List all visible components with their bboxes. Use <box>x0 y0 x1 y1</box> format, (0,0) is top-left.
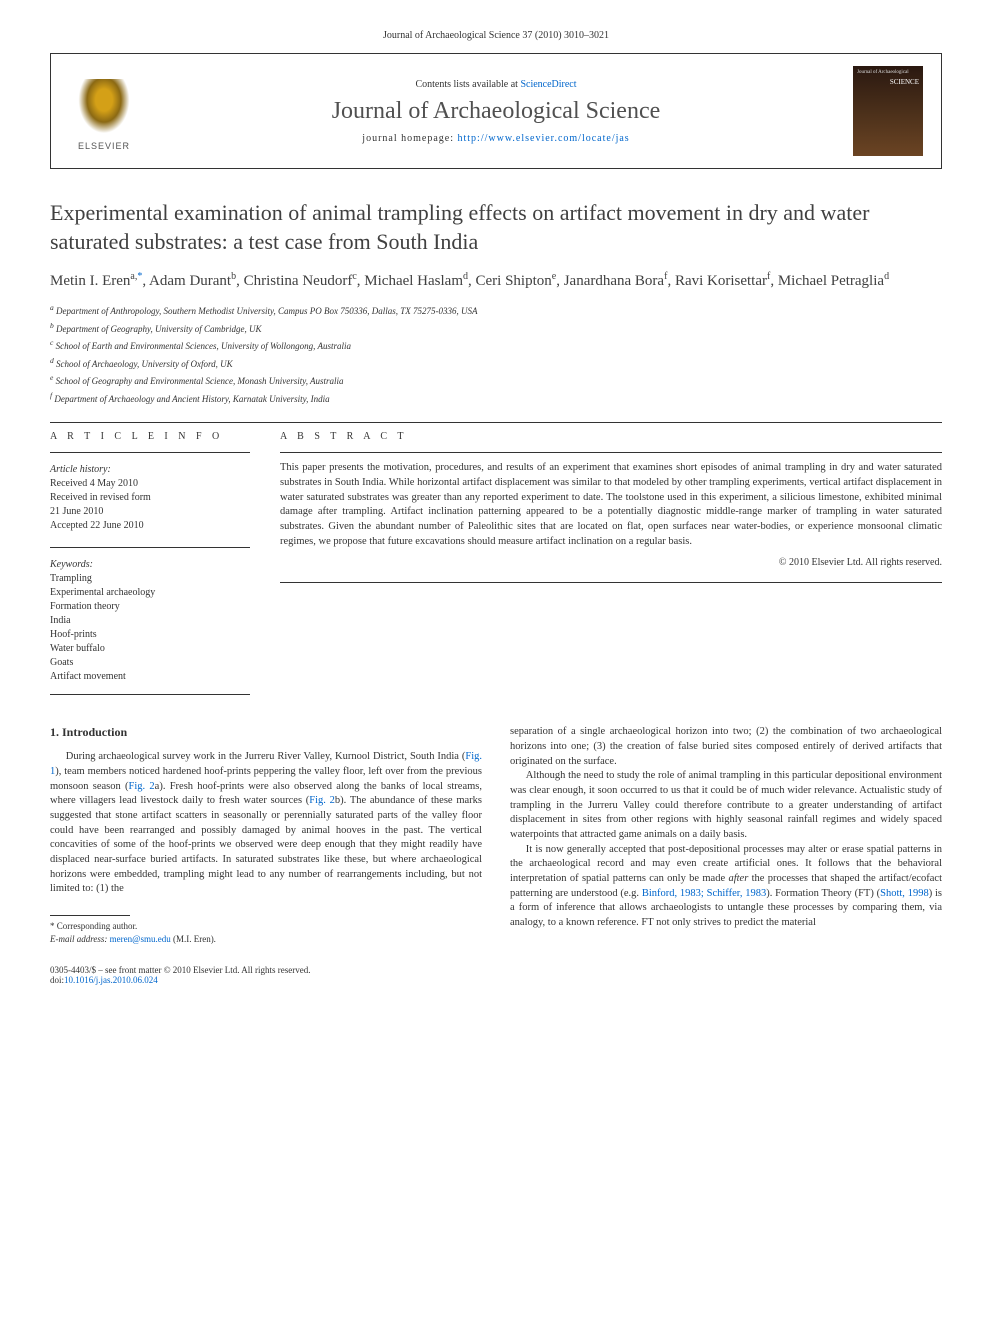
affiliations: a Department of Anthropology, Southern M… <box>50 302 942 406</box>
divider <box>50 422 942 423</box>
homepage-link[interactable]: http://www.elsevier.com/locate/jas <box>458 133 630 144</box>
affiliation: e School of Geography and Environmental … <box>50 372 942 389</box>
journal-name: Journal of Archaeological Science <box>159 98 833 125</box>
homepage-line: journal homepage: http://www.elsevier.co… <box>159 133 833 144</box>
elsevier-tree-icon <box>74 79 134 139</box>
body-paragraph: separation of a single archaeological ho… <box>510 725 942 931</box>
divider <box>50 694 250 695</box>
history-line: 21 June 2010 <box>50 505 250 519</box>
author: Michael Haslamd <box>364 273 468 289</box>
info-abstract-row: A R T I C L E I N F O Article history: R… <box>50 431 942 684</box>
affiliation: c School of Earth and Environmental Scie… <box>50 337 942 354</box>
elsevier-logo: ELSEVIER <box>69 71 139 151</box>
author: Ceri Shiptone <box>476 273 557 289</box>
keywords-label: Keywords: <box>50 558 250 572</box>
author: Metin I. Erena,* <box>50 273 142 289</box>
divider <box>280 452 942 453</box>
divider <box>50 547 250 548</box>
affiliation: f Department of Archaeology and Ancient … <box>50 390 942 407</box>
email-note: E-mail address: meren@smu.edu (M.I. Eren… <box>50 933 482 946</box>
corresponding-author-link[interactable]: * <box>137 271 142 282</box>
citation-link[interactable]: Shott, 1998 <box>880 888 929 899</box>
abstract-label: A B S T R A C T <box>280 431 942 442</box>
section-heading: 1. Introduction <box>50 725 482 740</box>
abstract-column: A B S T R A C T This paper presents the … <box>280 431 942 684</box>
article-info-label: A R T I C L E I N F O <box>50 431 250 442</box>
body-column-right: separation of a single archaeological ho… <box>510 725 942 945</box>
article-title: Experimental examination of animal tramp… <box>50 199 942 256</box>
divider <box>50 452 250 453</box>
article-info-column: A R T I C L E I N F O Article history: R… <box>50 431 250 684</box>
figure-ref-link[interactable]: Fig. 2 <box>129 781 155 792</box>
divider <box>280 582 942 583</box>
cover-big-text: SCIENCE <box>857 78 919 86</box>
keyword: India <box>50 614 250 628</box>
journal-reference: Journal of Archaeological Science 37 (20… <box>50 30 942 41</box>
corresponding-author-note: * Corresponding author. <box>50 920 482 933</box>
footnote-separator <box>50 915 130 916</box>
contents-prefix: Contents lists available at <box>415 79 520 90</box>
body-column-left: 1. Introduction During archaeological su… <box>50 725 482 945</box>
cover-small-text: Journal of Archaeological <box>857 70 919 76</box>
figure-ref-link[interactable]: Fig. 2 <box>309 795 335 806</box>
author: Janardhana Boraf <box>564 273 668 289</box>
sciencedirect-link[interactable]: ScienceDirect <box>520 79 576 90</box>
body-columns: 1. Introduction During archaeological su… <box>50 725 942 945</box>
history-line: Received 4 May 2010 <box>50 477 250 491</box>
footer-doi: doi:10.1016/j.jas.2010.06.024 <box>50 975 942 985</box>
homepage-prefix: journal homepage: <box>362 133 457 144</box>
keyword: Experimental archaeology <box>50 586 250 600</box>
affiliation: a Department of Anthropology, Southern M… <box>50 302 942 319</box>
citation-link[interactable]: Binford, 1983; Schiffer, 1983 <box>642 888 766 899</box>
keyword: Trampling <box>50 572 250 586</box>
abstract-text: This paper presents the motivation, proc… <box>280 461 942 549</box>
journal-cover-thumbnail: Journal of Archaeological SCIENCE <box>853 66 923 156</box>
author-email-link[interactable]: meren@smu.edu <box>110 934 171 944</box>
author: Ravi Korisettarf <box>675 273 770 289</box>
body-paragraph: During archaeological survey work in the… <box>50 750 482 897</box>
history-line: Accepted 22 June 2010 <box>50 519 250 533</box>
author: Adam Durantb <box>149 273 236 289</box>
contents-line: Contents lists available at ScienceDirec… <box>159 79 833 90</box>
keyword: Artifact movement <box>50 670 250 684</box>
affiliation: d School of Archaeology, University of O… <box>50 355 942 372</box>
footnotes: * Corresponding author. E-mail address: … <box>50 920 482 945</box>
keywords: Keywords: Trampling Experimental archaeo… <box>50 558 250 684</box>
keyword: Hoof-prints <box>50 628 250 642</box>
footer-copyright: 0305-4403/$ – see front matter © 2010 El… <box>50 965 942 975</box>
history-line: Received in revised form <box>50 491 250 505</box>
journal-header: ELSEVIER Contents lists available at Sci… <box>50 53 942 169</box>
article-history: Article history: Received 4 May 2010 Rec… <box>50 463 250 533</box>
author: Michael Petragliad <box>778 273 889 289</box>
keyword: Water buffalo <box>50 642 250 656</box>
author: Christina Neudorfc <box>244 273 357 289</box>
abstract-copyright: © 2010 Elsevier Ltd. All rights reserved… <box>280 557 942 568</box>
keyword: Formation theory <box>50 600 250 614</box>
footer: 0305-4403/$ – see front matter © 2010 El… <box>50 965 942 985</box>
header-center: Contents lists available at ScienceDirec… <box>159 79 833 144</box>
authors-list: Metin I. Erena,*, Adam Durantb, Christin… <box>50 270 942 292</box>
elsevier-logo-text: ELSEVIER <box>78 141 130 151</box>
history-label: Article history: <box>50 463 250 477</box>
affiliation: b Department of Geography, University of… <box>50 320 942 337</box>
doi-link[interactable]: 10.1016/j.jas.2010.06.024 <box>64 975 158 985</box>
keyword: Goats <box>50 656 250 670</box>
